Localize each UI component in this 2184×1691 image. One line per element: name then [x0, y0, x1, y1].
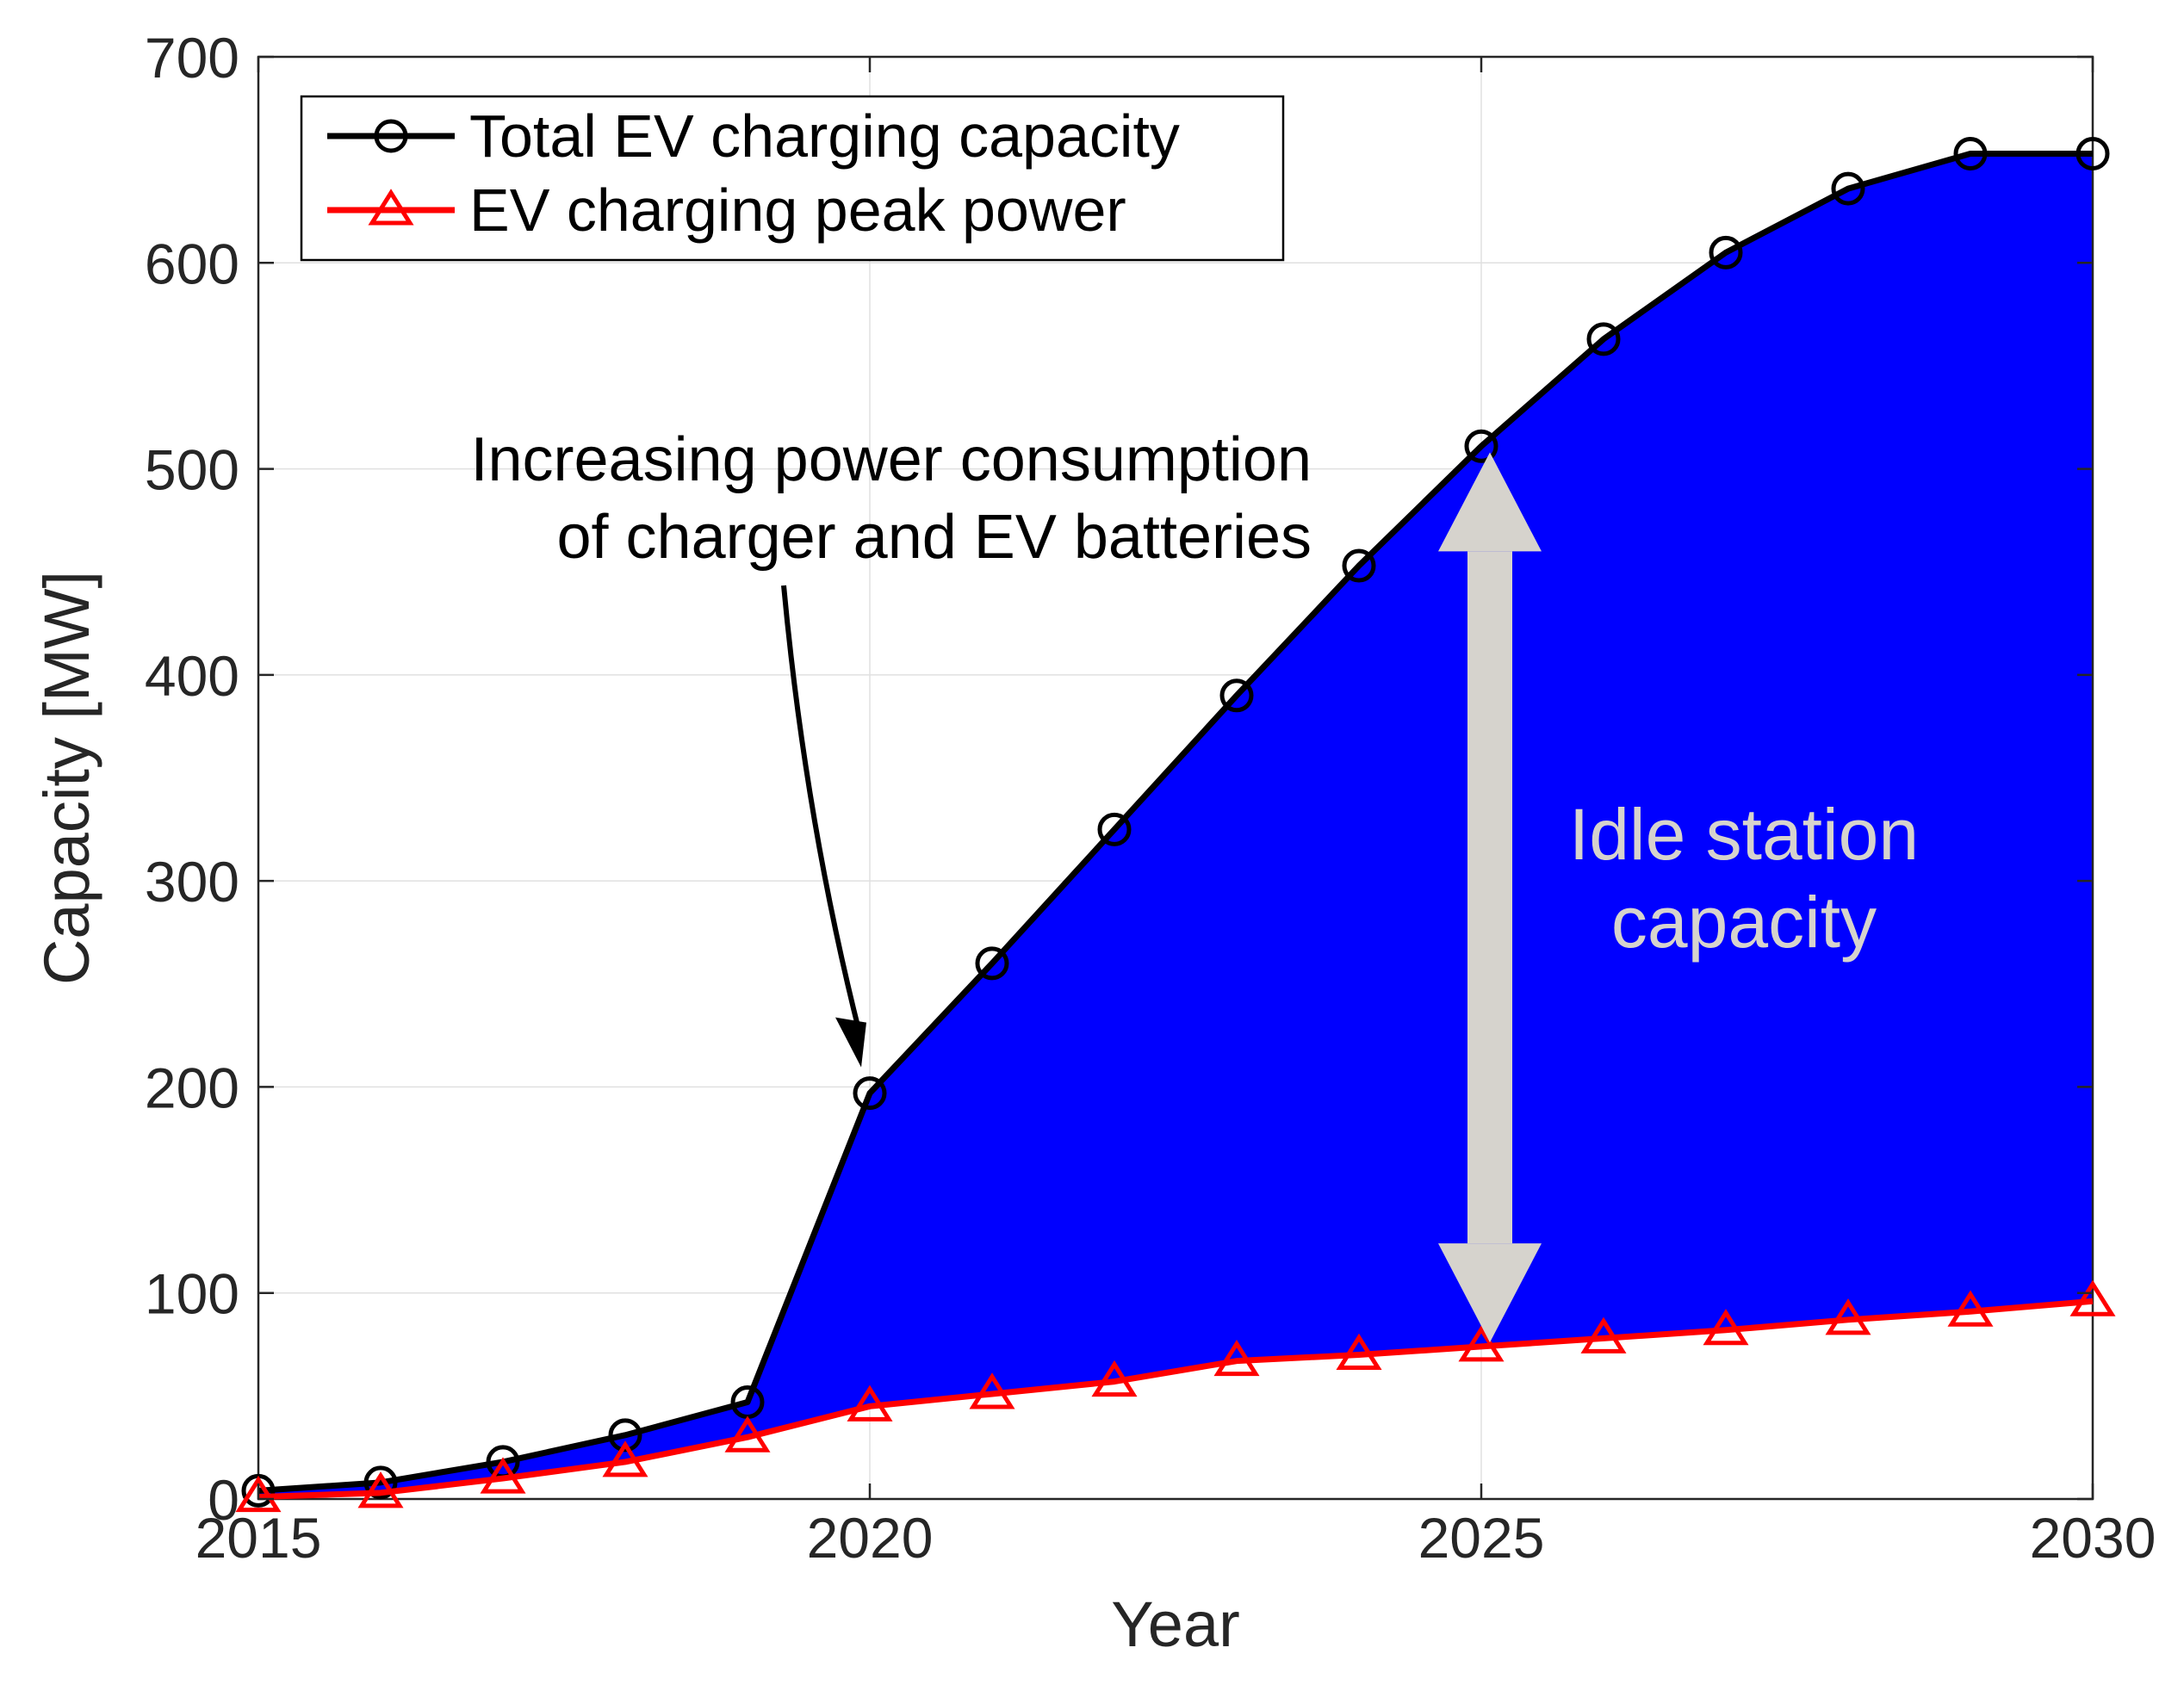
legend-marker-circle — [374, 119, 408, 153]
data-point — [1219, 678, 1254, 713]
data-point — [1097, 812, 1132, 846]
data-point — [1458, 1325, 1505, 1362]
x-tick-label: 2025 — [1418, 1506, 1545, 1570]
idle-capacity-double-arrow — [1438, 452, 1542, 1343]
data-point — [724, 1415, 771, 1453]
data-point — [1703, 1309, 1749, 1346]
ticks: 2015 2020 2025 2030 0 100 200 300 400 500 600 700 — [145, 26, 2156, 1570]
annotation-arrow-head — [835, 1017, 866, 1068]
idle-label-line-2: capacity — [1611, 882, 1877, 963]
idle-arrow-head-down — [1438, 1243, 1542, 1343]
legend-label-peak: EV charging peak power — [469, 177, 1126, 244]
data-point — [235, 1475, 282, 1513]
data-point — [363, 1465, 398, 1500]
y-axis-title: Capacity [MW] — [31, 571, 102, 985]
x-tick-label: 2030 — [2030, 1506, 2156, 1570]
legend-marker-triangle — [368, 189, 414, 226]
data-point — [1464, 429, 1498, 463]
series-layer — [235, 136, 2116, 1513]
data-point — [1709, 235, 1743, 269]
annotation-arrow-shaft — [781, 585, 862, 1034]
data-point — [975, 946, 1009, 981]
idle-arrow-shaft — [1467, 551, 1512, 1244]
y-tick-label: 200 — [145, 1056, 239, 1119]
series-line — [257, 150, 2093, 1494]
data-point — [1953, 136, 1988, 170]
data-point — [602, 1440, 648, 1477]
annotation-line-2: of charger and EV batteries — [556, 503, 1312, 572]
data-point — [2069, 1279, 2116, 1316]
x-tick-label: 2020 — [807, 1506, 934, 1570]
data-point — [1586, 322, 1621, 356]
y-tick-label: 100 — [145, 1262, 239, 1326]
data-point — [969, 1372, 1015, 1409]
plot-area-frame — [257, 55, 2094, 1501]
x-axis-title: Year — [1111, 1589, 1240, 1660]
data-point — [357, 1471, 404, 1508]
idle-capacity-fill — [258, 153, 2093, 1497]
annotation-line-1: Increasing power consumption — [470, 425, 1312, 494]
legend-box — [300, 95, 1285, 262]
y-tick-label: 500 — [145, 438, 239, 502]
y-tick-label: 0 — [208, 1468, 239, 1532]
data-point — [608, 1418, 642, 1453]
series-peak-power — [235, 1279, 2116, 1513]
series-line — [257, 1298, 2094, 1501]
data-point — [1091, 1360, 1138, 1397]
data-point — [1947, 1290, 1994, 1327]
x-tick-label: 2015 — [195, 1506, 322, 1570]
data-point — [1342, 548, 1376, 583]
idle-label-line-1: Idle station — [1569, 794, 1919, 875]
idle-arrow-head-up — [1438, 452, 1542, 552]
annotation-arrow — [781, 585, 866, 1068]
data-point — [480, 1457, 526, 1494]
legend-item-total-capacity: Total EV charging capacity — [327, 102, 1180, 170]
y-tick-label: 700 — [145, 26, 239, 90]
legend-item-peak-power: EV charging peak power — [327, 177, 1126, 244]
legend-label-total: Total EV charging capacity — [469, 102, 1180, 170]
data-point — [847, 1384, 893, 1422]
y-tick-label: 400 — [145, 644, 239, 708]
data-point — [1825, 1298, 1871, 1335]
legend: Total EV charging capacity EV charging p… — [300, 95, 1285, 262]
y-tick-label: 300 — [145, 850, 239, 914]
data-point — [853, 1076, 887, 1111]
data-point — [1213, 1339, 1260, 1377]
data-point — [1336, 1333, 1382, 1370]
y-tick-label: 600 — [145, 232, 239, 295]
data-point — [1831, 171, 1865, 206]
data-point — [1580, 1316, 1627, 1353]
data-point — [2075, 136, 2110, 170]
